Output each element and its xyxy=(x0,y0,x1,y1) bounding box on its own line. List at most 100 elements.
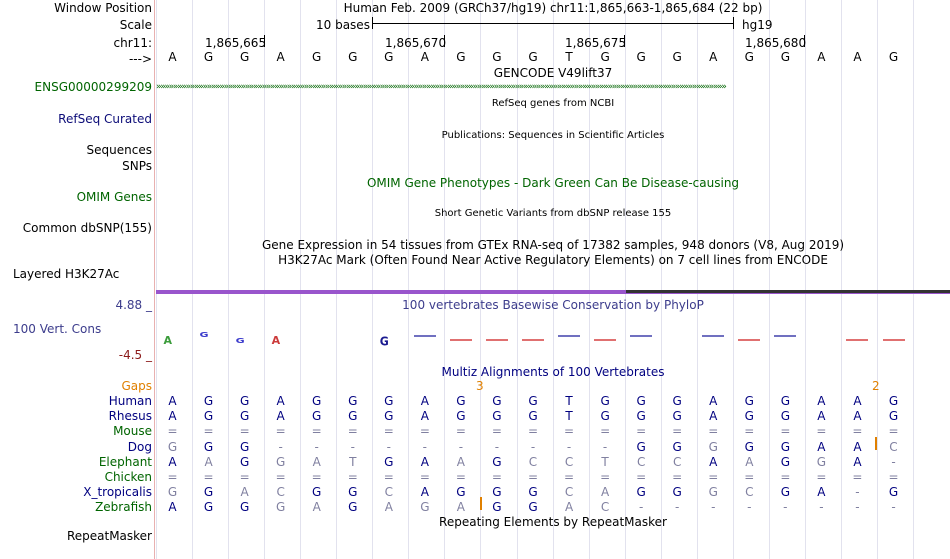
base-gridline xyxy=(660,0,662,559)
alignment-base: = xyxy=(275,424,286,439)
alignment-base: - xyxy=(494,439,500,454)
alignment-base: G xyxy=(780,394,790,408)
alignment-base: - xyxy=(602,439,608,454)
phylop-track-label[interactable]: 100 Vert. Cons xyxy=(13,322,102,336)
phylop-score-mark xyxy=(630,335,653,337)
alignment-base: = xyxy=(527,424,539,439)
alignment-base: = xyxy=(311,470,322,484)
alignment-base: = xyxy=(816,470,827,484)
species-label[interactable]: Elephant xyxy=(98,454,152,469)
alignment-base: A xyxy=(853,409,862,424)
alignment-base: C xyxy=(636,454,646,469)
alignment-base: - xyxy=(386,439,391,454)
species-label[interactable]: Chicken xyxy=(104,470,152,484)
alignment-base: = xyxy=(347,424,358,439)
alignment-base: - xyxy=(350,439,355,454)
alignment-base: G xyxy=(888,394,899,408)
publications-track-title[interactable]: Publications: Sequences in Scientific Ar… xyxy=(441,130,665,141)
alignment-base: G xyxy=(528,409,538,424)
h3k27ac-track-title[interactable]: H3K27Ac Mark (Often Found Near Active Re… xyxy=(278,253,828,267)
phylop-max-value: 4.88 _ xyxy=(115,298,152,312)
gtex-track-title[interactable]: Gene Expression in 54 tissues from GTEx … xyxy=(261,238,845,252)
sequence-base: T xyxy=(565,50,573,64)
alignment-base: = xyxy=(600,470,611,484)
alignment-base: C xyxy=(528,454,538,469)
species-label[interactable]: Human xyxy=(108,394,152,408)
species-label[interactable]: Rhesus xyxy=(108,409,152,424)
alignment-base: G xyxy=(888,485,899,500)
alignment-base: - xyxy=(747,500,752,515)
alignment-base: G xyxy=(492,454,502,469)
alignment-base: = xyxy=(167,424,178,439)
alignment-base: G xyxy=(348,500,358,515)
h3k27ac-track-label[interactable]: Layered H3K27Ac xyxy=(13,267,120,281)
sequence-base: A xyxy=(853,50,862,64)
alignment-base: = xyxy=(600,424,611,439)
refseq-track-title[interactable]: RefSeq genes from NCBI xyxy=(491,98,615,109)
gencode-gene-label[interactable]: ENSG00000299209 xyxy=(34,80,152,94)
dbsnp-track-title[interactable]: Short Genetic Variants from dbSNP releas… xyxy=(434,208,672,219)
alignment-base: - xyxy=(638,500,644,515)
species-label[interactable]: X_tropicalis xyxy=(83,485,152,500)
scale-label: Scale xyxy=(119,18,152,32)
phylop-score-mark xyxy=(558,335,581,337)
alignment-base: = xyxy=(852,470,863,484)
base-gridline xyxy=(264,0,266,559)
base-gridline xyxy=(408,0,410,559)
alignment-base: C xyxy=(276,485,285,500)
sequences-track-label[interactable]: Sequences xyxy=(86,143,152,157)
phylop-glyph: A xyxy=(163,334,173,347)
alignment-base: = xyxy=(527,470,539,484)
h3k27ac-signal-bar[interactable] xyxy=(156,290,950,294)
repeatmasker-track-label[interactable]: RepeatMasker xyxy=(66,529,152,543)
multiz-track-title[interactable]: Multiz Alignments of 100 Vertebrates xyxy=(441,365,665,379)
species-label[interactable]: Zebrafish xyxy=(95,500,152,515)
alignment-base: G xyxy=(203,409,214,424)
alignment-base: = xyxy=(491,424,502,439)
alignment-base: A xyxy=(168,394,177,408)
gencode-gene-feature[interactable]: »»»»»»»»»»»»»»»»»»»»»»»»»»»»»»»»»»»»»»»»… xyxy=(156,82,727,92)
h3k27ac-signal-peak[interactable] xyxy=(626,290,950,293)
gencode-track-title[interactable]: GENCODE V49lift37 xyxy=(493,66,613,80)
alignment-base: G xyxy=(239,394,250,408)
alignment-base: G xyxy=(167,485,178,500)
alignment-base: G xyxy=(239,439,250,454)
repeatmasker-track-title[interactable]: Repeating Elements by RepeatMasker xyxy=(439,515,667,529)
alignment-base: A xyxy=(709,454,718,469)
base-gridline xyxy=(552,0,554,559)
alignment-base: = xyxy=(816,424,827,439)
base-gridline xyxy=(877,0,878,559)
alignment-base: A xyxy=(745,454,754,469)
refseq-track-label[interactable]: RefSeq Curated xyxy=(58,112,152,126)
base-gridline xyxy=(336,0,338,559)
chrom-label: chr11: xyxy=(113,36,152,50)
base-gridline xyxy=(516,0,518,559)
omim-track-label[interactable]: OMIM Genes xyxy=(76,190,152,204)
base-gridline xyxy=(624,0,626,559)
phylop-score-mark xyxy=(522,339,544,341)
phylop-min-value: -4.5 _ xyxy=(118,348,152,362)
alignment-base: A xyxy=(420,485,429,500)
phylop-score-mark xyxy=(702,335,725,337)
alignment-base: C xyxy=(564,454,574,469)
alignment-base: G xyxy=(239,409,250,424)
alignment-base: G xyxy=(275,500,286,515)
dbsnp-track-label[interactable]: Common dbSNP(155) xyxy=(22,221,152,235)
phylop-score-mark xyxy=(774,335,797,337)
alignment-base: G xyxy=(672,409,682,424)
alignment-base: G xyxy=(636,439,646,454)
base-gridline xyxy=(732,0,734,559)
species-label[interactable]: Mouse xyxy=(113,424,152,439)
alignment-base: = xyxy=(275,470,286,484)
omim-track-title[interactable]: OMIM Gene Phenotypes - Dark Green Can Be… xyxy=(366,176,740,190)
alignment-base: G xyxy=(384,454,394,469)
species-label[interactable]: Dog xyxy=(127,439,152,454)
snps-track-label[interactable]: SNPs xyxy=(122,159,152,173)
alignment-base: G xyxy=(312,485,322,500)
phylop-track-title[interactable]: 100 vertebrates Basewise Conservation by… xyxy=(402,298,704,312)
alignment-base: A xyxy=(168,409,177,424)
alignment-base: - xyxy=(891,500,896,515)
alignment-base: G xyxy=(348,394,358,408)
alignment-base: T xyxy=(349,454,357,469)
alignment-base: = xyxy=(708,470,719,484)
